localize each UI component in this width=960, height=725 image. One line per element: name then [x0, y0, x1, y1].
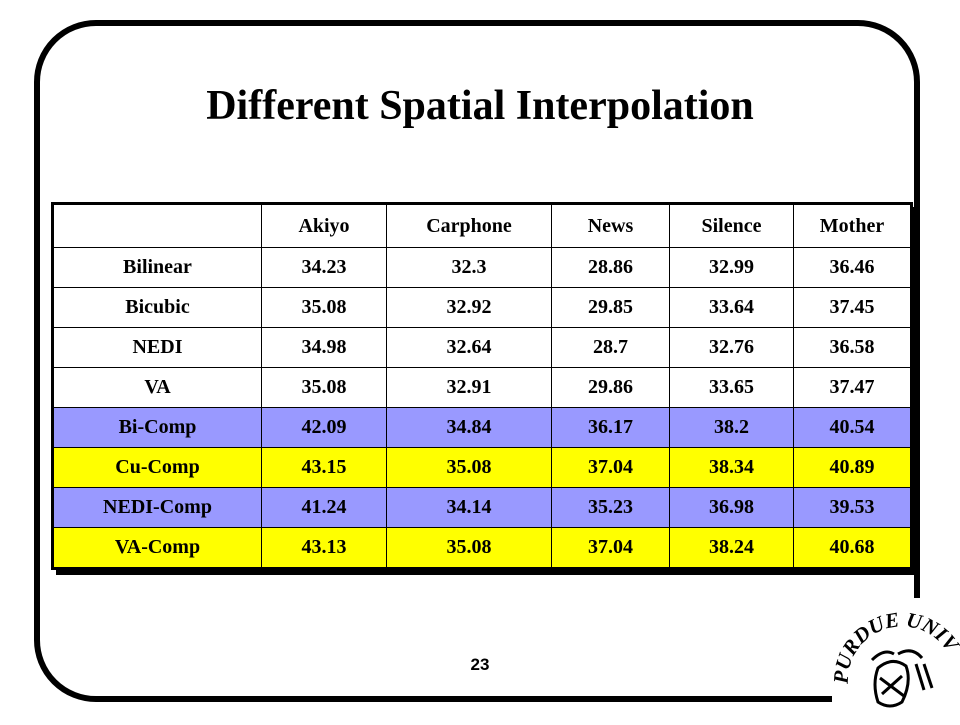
table-cell: 40.68 [793, 527, 912, 569]
table-cell: 35.08 [386, 447, 552, 488]
table-cell: 28.86 [551, 247, 670, 288]
table-cell: 37.04 [551, 527, 670, 569]
logo-lettering-path: PURDUE UNIVERSITY [824, 579, 960, 685]
table-cell: 34.84 [386, 407, 552, 448]
row-label: VA-Comp [52, 527, 262, 569]
table-cell: 32.99 [669, 247, 794, 288]
table-cell: 39.53 [793, 487, 912, 528]
page-number: 23 [470, 655, 490, 674]
header-cell-empty [52, 203, 262, 248]
table-cell: 43.15 [261, 447, 387, 488]
table-cell: 40.54 [793, 407, 912, 448]
logo-graphic: PURDUE UNIVERSITY [824, 579, 960, 708]
table-cell: 41.24 [261, 487, 387, 528]
table-cell: 28.7 [551, 327, 670, 368]
table-row: Bi-Comp 42.09 34.84 36.17 38.2 40.54 [52, 407, 912, 448]
table-cell: 35.23 [551, 487, 670, 528]
table-row: Bilinear 34.23 32.3 28.86 32.99 36.46 [52, 247, 912, 288]
row-label: Bi-Comp [52, 407, 262, 448]
header-cell-akiyo: Akiyo [261, 203, 387, 248]
table-row: Cu-Comp 43.15 35.08 37.04 38.34 40.89 [52, 447, 912, 488]
slide-title: Different Spatial Interpolation [206, 83, 754, 129]
table-cell: 37.04 [551, 447, 670, 488]
table-cell: 32.3 [386, 247, 552, 288]
table-cell: 32.64 [386, 327, 552, 368]
slide-frame [34, 20, 920, 702]
row-label: NEDI [52, 327, 262, 368]
row-label: NEDI-Comp [52, 487, 262, 528]
table-row: NEDI 34.98 32.64 28.7 32.76 36.58 [52, 327, 912, 368]
table-cell: 32.92 [386, 287, 552, 328]
header-cell-silence: Silence [669, 203, 794, 248]
table-cell: 42.09 [261, 407, 387, 448]
table-cell: 33.65 [669, 367, 794, 408]
table-row: Bicubic 35.08 32.92 29.85 33.64 37.45 [52, 287, 912, 328]
header-cell-mother: Mother [793, 203, 912, 248]
header-cell-carphone: Carphone [386, 203, 552, 248]
table-cell: 38.24 [669, 527, 794, 569]
table-row: NEDI-Comp 41.24 34.14 35.23 36.98 39.53 [52, 487, 912, 528]
table-cell: 29.85 [551, 287, 670, 328]
table-cell: 32.76 [669, 327, 794, 368]
row-label: Bilinear [52, 247, 262, 288]
row-label: Cu-Comp [52, 447, 262, 488]
table-cell: 35.08 [261, 367, 387, 408]
table-cell: 36.58 [793, 327, 912, 368]
table-cell: 38.2 [669, 407, 794, 448]
table-cell: 36.98 [669, 487, 794, 528]
table-row: VA-Comp 43.13 35.08 37.04 38.24 40.68 [52, 527, 912, 569]
griffin-shield [870, 649, 934, 708]
table-header-row: Akiyo Carphone News Silence Mother [52, 203, 912, 248]
logo-lettering: PURDUE UNIVERSITY [832, 598, 960, 685]
table-cell: 34.14 [386, 487, 552, 528]
results-table: Akiyo Carphone News Silence Mother Bilin… [51, 202, 913, 570]
purdue-university-seal-icon: PURDUE UNIVERSITY [824, 579, 960, 720]
table-cell: 35.08 [261, 287, 387, 328]
table-cell: 40.89 [793, 447, 912, 488]
header-cell-news: News [551, 203, 670, 248]
table-cell: 37.47 [793, 367, 912, 408]
table-cell: 32.91 [386, 367, 552, 408]
table-cell: 34.23 [261, 247, 387, 288]
table-cell: 43.13 [261, 527, 387, 569]
table-row: VA 35.08 32.91 29.86 33.65 37.47 [52, 367, 912, 408]
table-cell: 36.17 [551, 407, 670, 448]
row-label: VA [52, 367, 262, 408]
table-cell: 37.45 [793, 287, 912, 328]
table-cell: 38.34 [669, 447, 794, 488]
table-cell: 29.86 [551, 367, 670, 408]
row-label: Bicubic [52, 287, 262, 328]
table-cell: 33.64 [669, 287, 794, 328]
table-cell: 34.98 [261, 327, 387, 368]
table-cell: 35.08 [386, 527, 552, 569]
table-cell: 36.46 [793, 247, 912, 288]
